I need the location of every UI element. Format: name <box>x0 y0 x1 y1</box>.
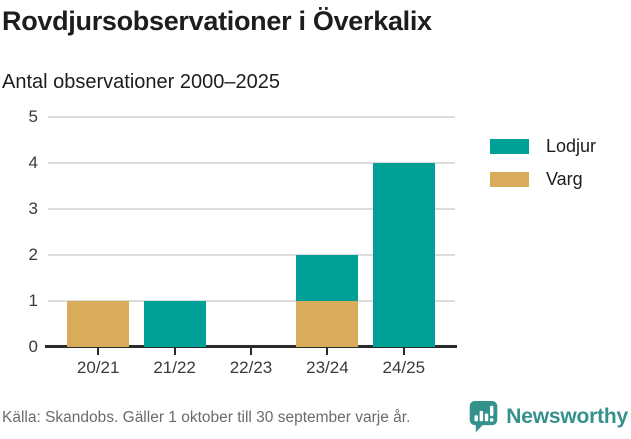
y-axis-label: 0 <box>28 337 38 356</box>
legend-item: Varg <box>490 169 596 190</box>
legend: Lodjur Varg <box>490 136 596 202</box>
source-note: Källa: Skandobs. Gäller 1 oktober till 3… <box>2 409 411 426</box>
x-axis-tick <box>402 348 405 355</box>
x-axis-label: 24/25 <box>382 358 426 377</box>
bar-segment-lodjur <box>143 301 206 347</box>
x-axis-tick <box>250 348 252 355</box>
plot-area <box>45 116 457 355</box>
y-axis-label: 1 <box>28 291 38 310</box>
gridline <box>48 254 455 256</box>
legend-label: Varg <box>546 169 583 189</box>
y-axis-label: 4 <box>28 153 38 172</box>
gridline <box>48 208 455 210</box>
x-axis-label: 22/23 <box>229 358 273 377</box>
chart-subtitle: Antal observationer 2000–2025 <box>2 71 280 93</box>
y-axis-label: 2 <box>28 245 38 264</box>
legend-swatch <box>490 139 529 154</box>
legend-swatch <box>490 172 529 187</box>
y-axis: 0 1 2 3 4 5 <box>0 107 40 356</box>
newsworthy-logo-icon <box>470 401 498 433</box>
newsworthy-logo-text: Newsworthy <box>506 404 628 428</box>
bar-segment-varg <box>67 301 130 347</box>
gridline <box>48 162 455 164</box>
bar-segment-lodjur <box>372 163 435 347</box>
newsworthy-logo: Newsworthy <box>468 399 628 434</box>
legend-item: Lodjur <box>490 136 596 157</box>
gridline <box>48 116 455 118</box>
x-axis-label: 20/21 <box>76 358 120 377</box>
bar-segment-varg <box>296 301 359 347</box>
x-axis-tick <box>97 348 100 355</box>
x-axis-label: 21/22 <box>153 358 196 377</box>
x-axis-labels: 20/21 21/22 22/23 23/24 24/25 <box>48 358 455 380</box>
x-axis-tick <box>173 348 176 355</box>
x-axis-label: 23/24 <box>306 358 349 377</box>
bar-segment-lodjur <box>296 255 359 301</box>
y-axis-label: 3 <box>28 199 38 218</box>
page-title: Rovdjursobservationer i Överkalix <box>2 6 432 36</box>
gridline <box>48 300 455 302</box>
x-axis-tick <box>326 348 329 355</box>
legend-label: Lodjur <box>546 136 597 156</box>
x-axis-line <box>45 345 457 348</box>
y-axis-label: 5 <box>28 107 38 126</box>
